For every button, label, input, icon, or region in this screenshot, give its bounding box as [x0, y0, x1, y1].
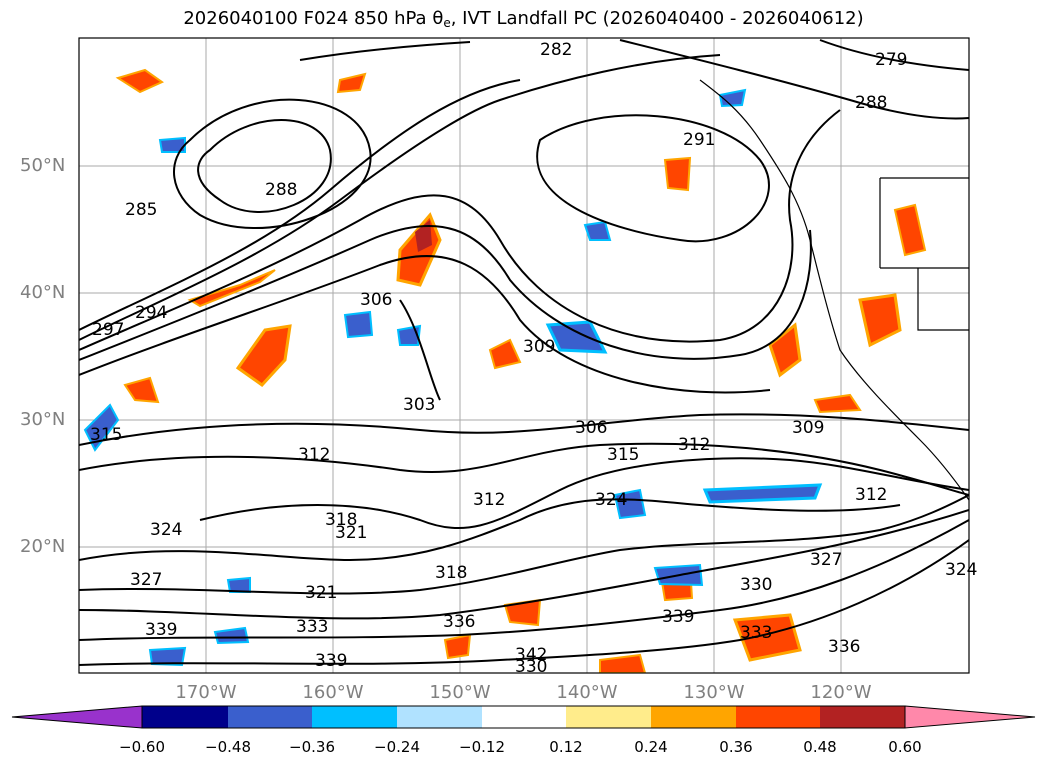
contour-label: 315 — [607, 445, 639, 465]
colorbar-tick: 0.12 — [549, 738, 583, 756]
contour-label: 291 — [683, 130, 715, 150]
colorbar-tick: 0.24 — [634, 738, 668, 756]
contour-label: 336 — [828, 637, 860, 657]
contour-label: 336 — [443, 612, 475, 632]
colorbar-tick: −0.48 — [205, 738, 251, 756]
contour-label: 315 — [90, 425, 122, 445]
contour-label: 330 — [515, 657, 547, 677]
lon-label-120w: 120°W — [810, 682, 872, 703]
lat-label-30n: 30°N — [20, 409, 66, 430]
contour-label: 339 — [145, 620, 177, 640]
contour-label: 333 — [740, 623, 772, 643]
lon-label-140w: 140°W — [556, 682, 618, 703]
contour-label: 306 — [575, 418, 607, 438]
colorbar-tick: −0.36 — [289, 738, 335, 756]
contour-label: 339 — [662, 607, 694, 627]
graticule — [79, 38, 969, 673]
lon-label-170w: 170°W — [175, 682, 237, 703]
contour-label: 342 — [515, 645, 547, 665]
contour-label: 303 — [403, 395, 435, 415]
colorbar-tick: −0.24 — [374, 738, 420, 756]
lat-label-40n: 40°N — [20, 282, 66, 303]
contour-label: 312 — [298, 445, 330, 465]
contour-label: 288 — [855, 93, 887, 113]
contour-label: 306 — [360, 290, 392, 310]
lon-label-150w: 150°W — [429, 682, 491, 703]
map-background — [79, 38, 969, 673]
ivt-shading — [83, 68, 927, 673]
contour-label: 324 — [150, 520, 182, 540]
contour-label: 309 — [792, 418, 824, 438]
lat-label-50n: 50°N — [20, 155, 66, 176]
contour-label: 327 — [810, 550, 842, 570]
contour-label: 294 — [135, 303, 167, 323]
colorbar — [11, 705, 1036, 729]
map-title: 2026040100 F024 850 hPa θe, IVT Landfall… — [183, 8, 864, 30]
contour-label: 282 — [540, 40, 572, 60]
colorbar-tick: 0.60 — [888, 738, 922, 756]
contour-label: 339 — [315, 651, 347, 671]
contour-label: 288 — [265, 180, 297, 200]
contour-label: 297 — [92, 320, 124, 340]
contour-label: 324 — [595, 490, 627, 510]
contour-label: 330 — [740, 575, 772, 595]
contour-label: 312 — [678, 435, 710, 455]
contour-label: 285 — [125, 200, 157, 220]
lat-label-20n: 20°N — [20, 536, 66, 557]
colorbar-tick: −0.12 — [459, 738, 505, 756]
contour-label: 312 — [473, 490, 505, 510]
contour-label: 321 — [305, 583, 337, 603]
contour-label: 318 — [435, 563, 467, 583]
colorbar-tick: −0.60 — [119, 738, 165, 756]
coastline — [699, 79, 969, 501]
colorbar-tick: 0.36 — [719, 738, 753, 756]
contour-label: 279 — [875, 50, 907, 70]
theta-e-contours — [79, 39, 969, 666]
lon-label-130w: 130°W — [683, 682, 745, 703]
contour-label: 327 — [130, 570, 162, 590]
contour-labels: 282 279 288 291 288 285 294 297 306 309 … — [90, 40, 977, 677]
contour-label: 312 — [855, 485, 887, 505]
contour-label: 318 — [325, 510, 357, 530]
contour-label: 321 — [335, 523, 367, 543]
lon-label-160w: 160°W — [302, 682, 364, 703]
colorbar-tick: 0.48 — [803, 738, 837, 756]
contour-label: 333 — [296, 617, 328, 637]
contour-label: 324 — [945, 560, 977, 580]
contour-label: 309 — [523, 337, 555, 357]
map-frame — [78, 37, 970, 674]
